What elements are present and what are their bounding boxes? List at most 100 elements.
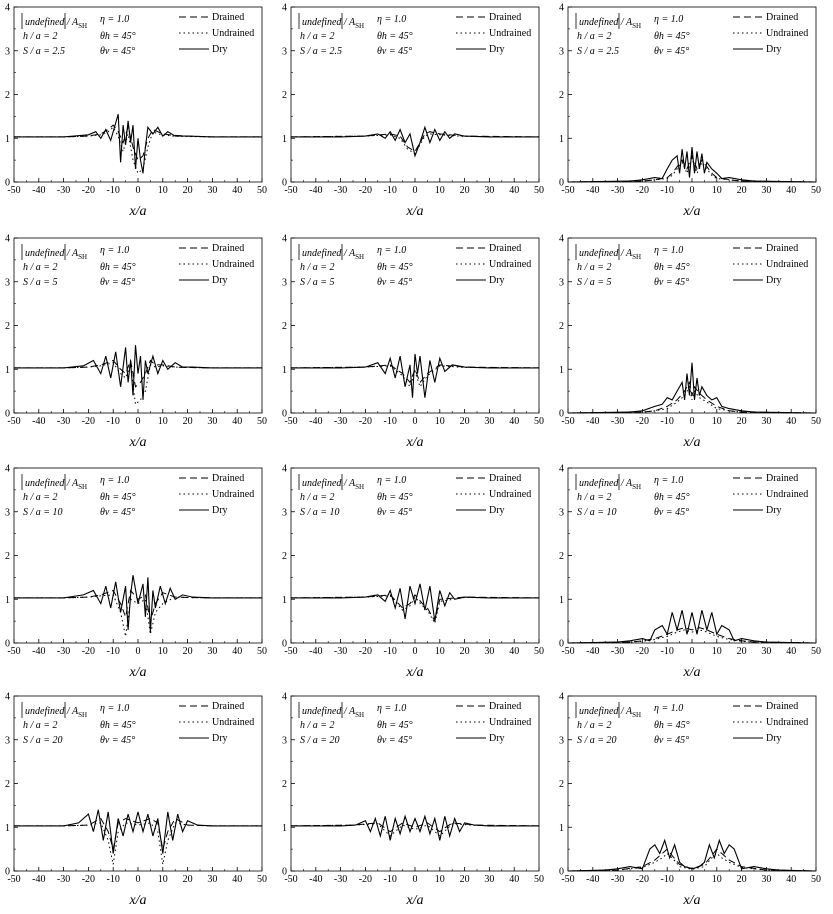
x-tick-label: 20 bbox=[183, 646, 193, 657]
x-tick-label: 10 bbox=[435, 185, 445, 196]
x-tick-label: -30 bbox=[334, 416, 347, 427]
y-tick-label: 1 bbox=[559, 823, 564, 834]
annotation-h: h / a = 2 bbox=[300, 262, 335, 273]
x-axis-label: x/a bbox=[405, 893, 423, 908]
legend-label-dry: Dry bbox=[212, 505, 228, 516]
legend-label-undrained: Undrained bbox=[212, 489, 254, 500]
annotation-theta-v: θv = 45° bbox=[654, 507, 689, 518]
series-dry-line bbox=[291, 814, 539, 841]
y-tick-label: 0 bbox=[559, 639, 564, 650]
y-tick-label: 4 bbox=[559, 464, 564, 475]
panel-undefined-s0-1: -50 -40 -30 -20 -10 0 10 20 30 40 50 0 1 2 3 4 x/a undefi… bbox=[282, 3, 544, 220]
x-tick-label: -20 bbox=[359, 874, 372, 885]
x-tick-label: 50 bbox=[811, 416, 821, 427]
x-tick-label: -10 bbox=[107, 874, 120, 885]
panel-undefined-s1-1: -50 -40 -30 -20 -10 0 10 20 30 40 50 0 1 2 3 4 x/a undefi… bbox=[282, 234, 544, 451]
series-dry-line bbox=[14, 114, 262, 174]
annotation-theta-h: θh = 45° bbox=[377, 492, 413, 503]
y-tick-label: 1 bbox=[5, 823, 10, 834]
y-tick-label: 0 bbox=[282, 639, 287, 650]
panel-undefined-s2-2: -50 -40 -30 -20 -10 0 10 20 30 40 50 0 1 2 3 4 x/a undefi… bbox=[559, 464, 821, 681]
x-tick-label: -50 bbox=[7, 874, 20, 885]
legend-label-drained: Drained bbox=[766, 473, 798, 484]
x-tick-label: -40 bbox=[586, 874, 599, 885]
legend-label-undrained: Undrained bbox=[766, 717, 808, 728]
y-tick-label: 4 bbox=[5, 3, 10, 14]
x-tick-label: 10 bbox=[712, 416, 722, 427]
annotation-theta-v: θv = 45° bbox=[654, 277, 689, 288]
y-tick-label: 2 bbox=[5, 321, 10, 332]
annotation-s: S / a = 10 bbox=[300, 507, 340, 518]
y-tick-label: 3 bbox=[559, 277, 564, 288]
x-tick-label: 10 bbox=[158, 646, 168, 657]
y-tick-label: 2 bbox=[282, 321, 287, 332]
annotation-h: h / a = 2 bbox=[577, 262, 612, 273]
y-tick-label: 3 bbox=[559, 507, 564, 518]
x-tick-label: 50 bbox=[811, 185, 821, 196]
series-dry-line bbox=[291, 125, 539, 158]
x-tick-label: -10 bbox=[661, 646, 674, 657]
y-tick-label: 4 bbox=[5, 464, 10, 475]
series-dry-line bbox=[14, 575, 262, 633]
x-tick-label: 30 bbox=[761, 416, 771, 427]
x-axis-label: x/a bbox=[405, 665, 423, 680]
annotation-s: S / a = 2.5 bbox=[23, 46, 65, 57]
annotation-s: S / a = 2.5 bbox=[300, 46, 342, 57]
x-tick-label: 40 bbox=[786, 646, 796, 657]
x-tick-label: 50 bbox=[811, 646, 821, 657]
y-tick-label: 4 bbox=[559, 692, 564, 703]
panel-undefined-s0-2: -50 -40 -30 -20 -10 0 10 20 30 40 50 0 1 2 3 4 x/a undefi… bbox=[559, 3, 821, 220]
series-dry-line bbox=[567, 362, 817, 414]
x-tick-label: 10 bbox=[712, 185, 722, 196]
series-dry-line bbox=[567, 610, 817, 644]
x-tick-label: -50 bbox=[7, 185, 20, 196]
x-tick-label: 40 bbox=[232, 874, 242, 885]
x-tick-label: -50 bbox=[7, 416, 20, 427]
x-tick-label: 20 bbox=[460, 646, 470, 657]
y-tick-label: 3 bbox=[282, 46, 287, 57]
x-axis-label: x/a bbox=[405, 204, 423, 219]
y-tick-label: 2 bbox=[5, 779, 10, 790]
x-tick-label: -30 bbox=[57, 646, 70, 657]
panel-undefined-s1-2: -50 -40 -30 -20 -10 0 10 20 30 40 50 0 1 2 3 4 x/a undefi… bbox=[559, 234, 821, 451]
x-tick-label: 50 bbox=[257, 416, 267, 427]
panel-title: undefined / ASH bbox=[579, 706, 641, 719]
x-tick-label: 0 bbox=[690, 874, 695, 885]
panel-title: undefined / ASH bbox=[302, 17, 364, 30]
x-tick-label: 20 bbox=[460, 874, 470, 885]
annotation-eta: η = 1.0 bbox=[377, 475, 406, 486]
x-tick-label: -30 bbox=[57, 416, 70, 427]
annotation-h: h / a = 2 bbox=[300, 492, 335, 503]
series-dry-line bbox=[14, 809, 262, 854]
y-tick-label: 1 bbox=[282, 365, 287, 376]
legend-label-dry: Dry bbox=[212, 733, 228, 744]
panel-title: undefined / ASH bbox=[25, 478, 87, 491]
x-tick-label: -30 bbox=[611, 874, 624, 885]
x-tick-label: 0 bbox=[136, 874, 141, 885]
y-tick-label: 0 bbox=[559, 409, 564, 420]
legend-label-drained: Drained bbox=[212, 243, 244, 254]
x-tick-label: -40 bbox=[586, 646, 599, 657]
x-tick-label: 30 bbox=[207, 874, 217, 885]
x-tick-label: 40 bbox=[232, 185, 242, 196]
y-tick-label: 1 bbox=[5, 365, 10, 376]
y-tick-label: 1 bbox=[559, 595, 564, 606]
x-axis-label: x/a bbox=[128, 893, 146, 908]
annotation-h: h / a = 2 bbox=[300, 720, 335, 731]
series-undrained-line bbox=[290, 133, 540, 155]
y-tick-label: 1 bbox=[559, 134, 564, 145]
y-tick-label: 4 bbox=[559, 234, 564, 245]
panel-title: undefined / ASH bbox=[302, 706, 364, 719]
x-tick-label: 20 bbox=[737, 416, 747, 427]
annotation-theta-h: θh = 45° bbox=[654, 31, 690, 42]
annotation-theta-v: θv = 45° bbox=[654, 46, 689, 57]
x-tick-label: 50 bbox=[534, 874, 544, 885]
x-tick-label: 10 bbox=[712, 646, 722, 657]
series-dry-line bbox=[567, 146, 817, 183]
x-tick-label: -10 bbox=[107, 185, 120, 196]
x-tick-label: -10 bbox=[384, 416, 397, 427]
x-tick-label: -40 bbox=[586, 416, 599, 427]
annotation-s: S / a = 5 bbox=[300, 277, 335, 288]
x-tick-label: -30 bbox=[611, 646, 624, 657]
annotation-theta-v: θv = 45° bbox=[100, 507, 135, 518]
